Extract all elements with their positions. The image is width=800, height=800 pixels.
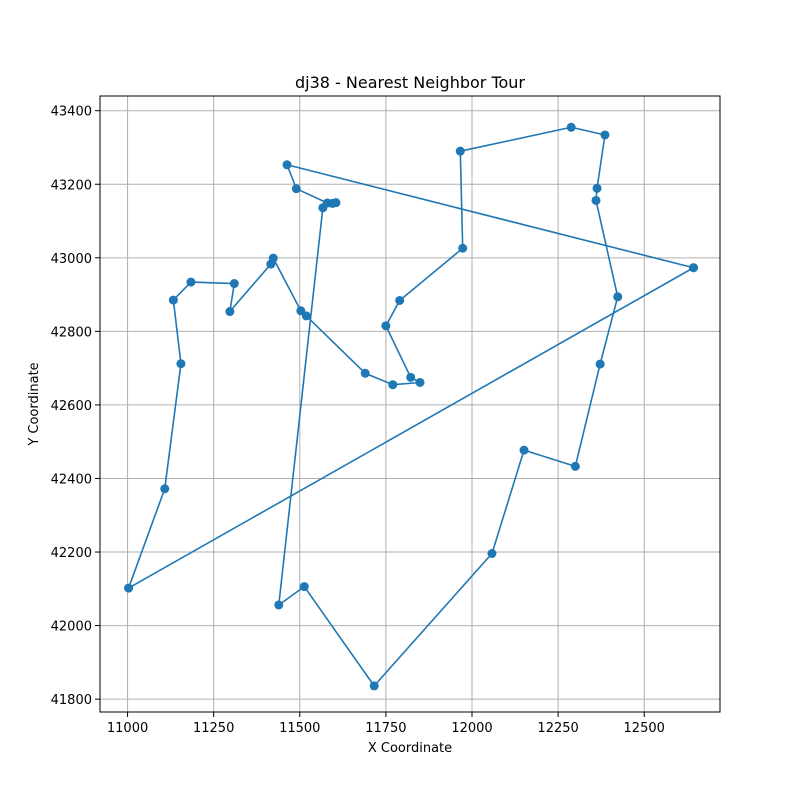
x-tick-label: 12000 [451,721,492,736]
tour-point [613,292,623,302]
tour-point [360,368,370,378]
tour-point [176,359,186,369]
tour-point [455,146,465,156]
tour-point [299,582,309,592]
tour-point [395,295,405,305]
tour-point [318,203,328,213]
tour-point [291,184,301,194]
x-tick-label: 12250 [537,721,578,736]
tour-point [225,307,235,317]
chart-title: dj38 - Nearest Neighbor Tour [295,73,525,92]
tour-point [381,321,391,331]
tour-point [595,359,605,369]
tour-point [266,259,276,269]
tour-point [388,380,398,390]
tour-point [124,583,134,593]
y-axis-label: Y Coordinate [27,362,42,446]
tour-point [296,306,306,316]
tour-point [487,548,497,558]
y-tick-label: 42600 [51,399,92,414]
tour-point [458,243,468,253]
tour-point [519,445,529,455]
plot-frame [99,95,721,713]
series-group [124,122,698,691]
tour-point [688,263,698,273]
tour-point [168,295,178,305]
y-tick-label: 42400 [51,472,92,487]
tour-point [282,160,292,170]
tour-point [570,461,580,471]
y-tick-label: 42200 [51,546,92,561]
y-tick-label: 43000 [51,252,92,267]
tour-point [186,277,196,287]
tour-point [591,195,601,205]
tour-point [328,198,337,208]
tour-point [274,600,284,610]
x-tick-label: 11250 [193,721,234,736]
x-tick-label: 11500 [279,721,320,736]
x-axis-label: X Coordinate [368,741,452,756]
y-tick-label: 42000 [51,620,92,635]
tour-point [406,372,416,382]
tour-point [160,484,170,494]
y-tick-label: 43400 [51,105,92,120]
tour-point [600,130,610,140]
tour-point [369,681,379,691]
grid [100,96,720,712]
tour-point [229,279,239,289]
tour-point [566,122,576,132]
tour-point [415,377,425,387]
x-tick-label: 12500 [624,721,665,736]
y-tick-label: 41800 [51,693,92,708]
x-tick-label: 11750 [365,721,406,736]
y-tick-label: 42800 [51,325,92,340]
tour-point [592,183,602,193]
ticks: 11000 11250 11500 11750 12000 12250 12500 41800… [51,105,665,736]
x-tick-label: 11000 [107,721,148,736]
y-tick-label: 43200 [51,178,92,193]
